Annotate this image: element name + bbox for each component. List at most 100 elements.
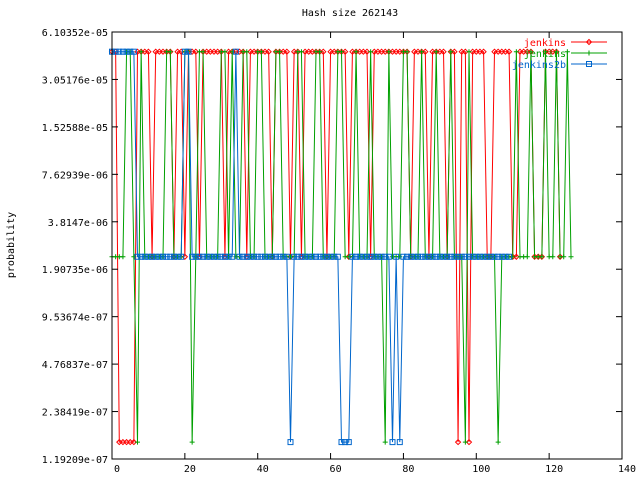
data-point [277,49,283,55]
y-tick-label: 2.38419e-07 [42,408,108,419]
series-2 [109,49,574,445]
axes: 0 20 40 60 80 100 120 140 6.10352e-05 3.05176e-05… [42,28,636,475]
data-point [543,49,548,55]
data-point [280,253,287,260]
data-point [415,253,421,260]
data-point [586,61,592,67]
data-point [287,253,294,260]
data-point [538,253,546,260]
data-point [244,49,250,55]
legend-label: jenkins2b [512,60,566,71]
data-point [411,253,418,260]
data-point [240,253,247,260]
data-point [498,253,505,260]
data-point [586,50,592,56]
data-point [550,254,556,260]
data-point [502,253,509,260]
data-point [495,253,502,260]
data-point [444,253,451,260]
data-point [123,48,130,55]
data-point [181,253,189,260]
data-point [269,253,276,260]
data-point [134,253,141,260]
data-point [291,253,298,260]
data-point [316,253,323,260]
data-point [323,253,330,260]
data-point [265,48,272,55]
data-point [451,48,458,55]
y-tick-label: 1.52588e-05 [42,123,108,134]
data-point [419,49,425,55]
data-point [302,253,309,260]
data-point [203,253,210,260]
data-point [181,48,188,55]
x-tick-label: 100 [472,464,490,475]
data-point [130,48,137,55]
data-point [466,253,472,260]
x-tick-label: 120 [545,464,563,475]
y-tick-label: 7.62939e-06 [42,170,108,181]
data-point [385,253,392,260]
data-point [262,253,268,260]
data-point [185,48,192,55]
data-point [298,253,305,260]
data-point [138,49,144,55]
data-point [418,253,425,260]
data-point [368,49,374,55]
data-point [331,253,338,260]
data-point [131,254,137,260]
data-point [487,253,494,260]
y-tick-label: 4.76837e-07 [42,360,108,371]
data-point [305,253,312,260]
data-point [473,253,480,260]
data-point [455,253,462,260]
data-point [135,439,140,445]
data-point [138,253,145,260]
y-tick-label: 1.90735e-06 [42,265,108,276]
data-point [229,253,236,260]
data-point [440,253,447,260]
data-point [192,253,199,260]
data-point [451,253,458,260]
data-point [229,49,235,55]
data-point [425,253,432,260]
data-point [561,254,567,260]
data-point [448,49,454,55]
data-point [276,253,283,260]
data-point [283,48,291,55]
data-point [364,253,370,260]
data-point [564,49,570,55]
data-point [313,253,319,260]
data-point [462,253,469,260]
data-point [178,48,185,55]
data-point [178,253,185,260]
data-point [119,48,126,55]
y-tick-label: 3.8147e-06 [48,218,108,229]
data-point [382,253,389,260]
data-point [170,253,177,260]
data-point [510,254,516,260]
data-point [422,48,429,55]
data-point [287,439,294,446]
y-tick-label: 3.05176e-05 [42,75,108,86]
data-point [163,253,170,260]
data-point [258,253,265,260]
data-point [397,254,403,260]
data-point [339,49,344,55]
data-point [374,253,381,260]
data-point [141,253,148,260]
data-point [294,253,301,260]
data-point [465,438,473,446]
data-point [232,48,239,55]
data-point [189,253,196,260]
data-point [320,48,327,55]
data-point [298,49,304,55]
data-point [382,439,388,445]
data-point [389,439,396,446]
data-point [480,48,487,55]
data-point [349,253,356,260]
data-point [353,253,360,260]
data-point [247,253,254,260]
data-point [196,253,203,260]
